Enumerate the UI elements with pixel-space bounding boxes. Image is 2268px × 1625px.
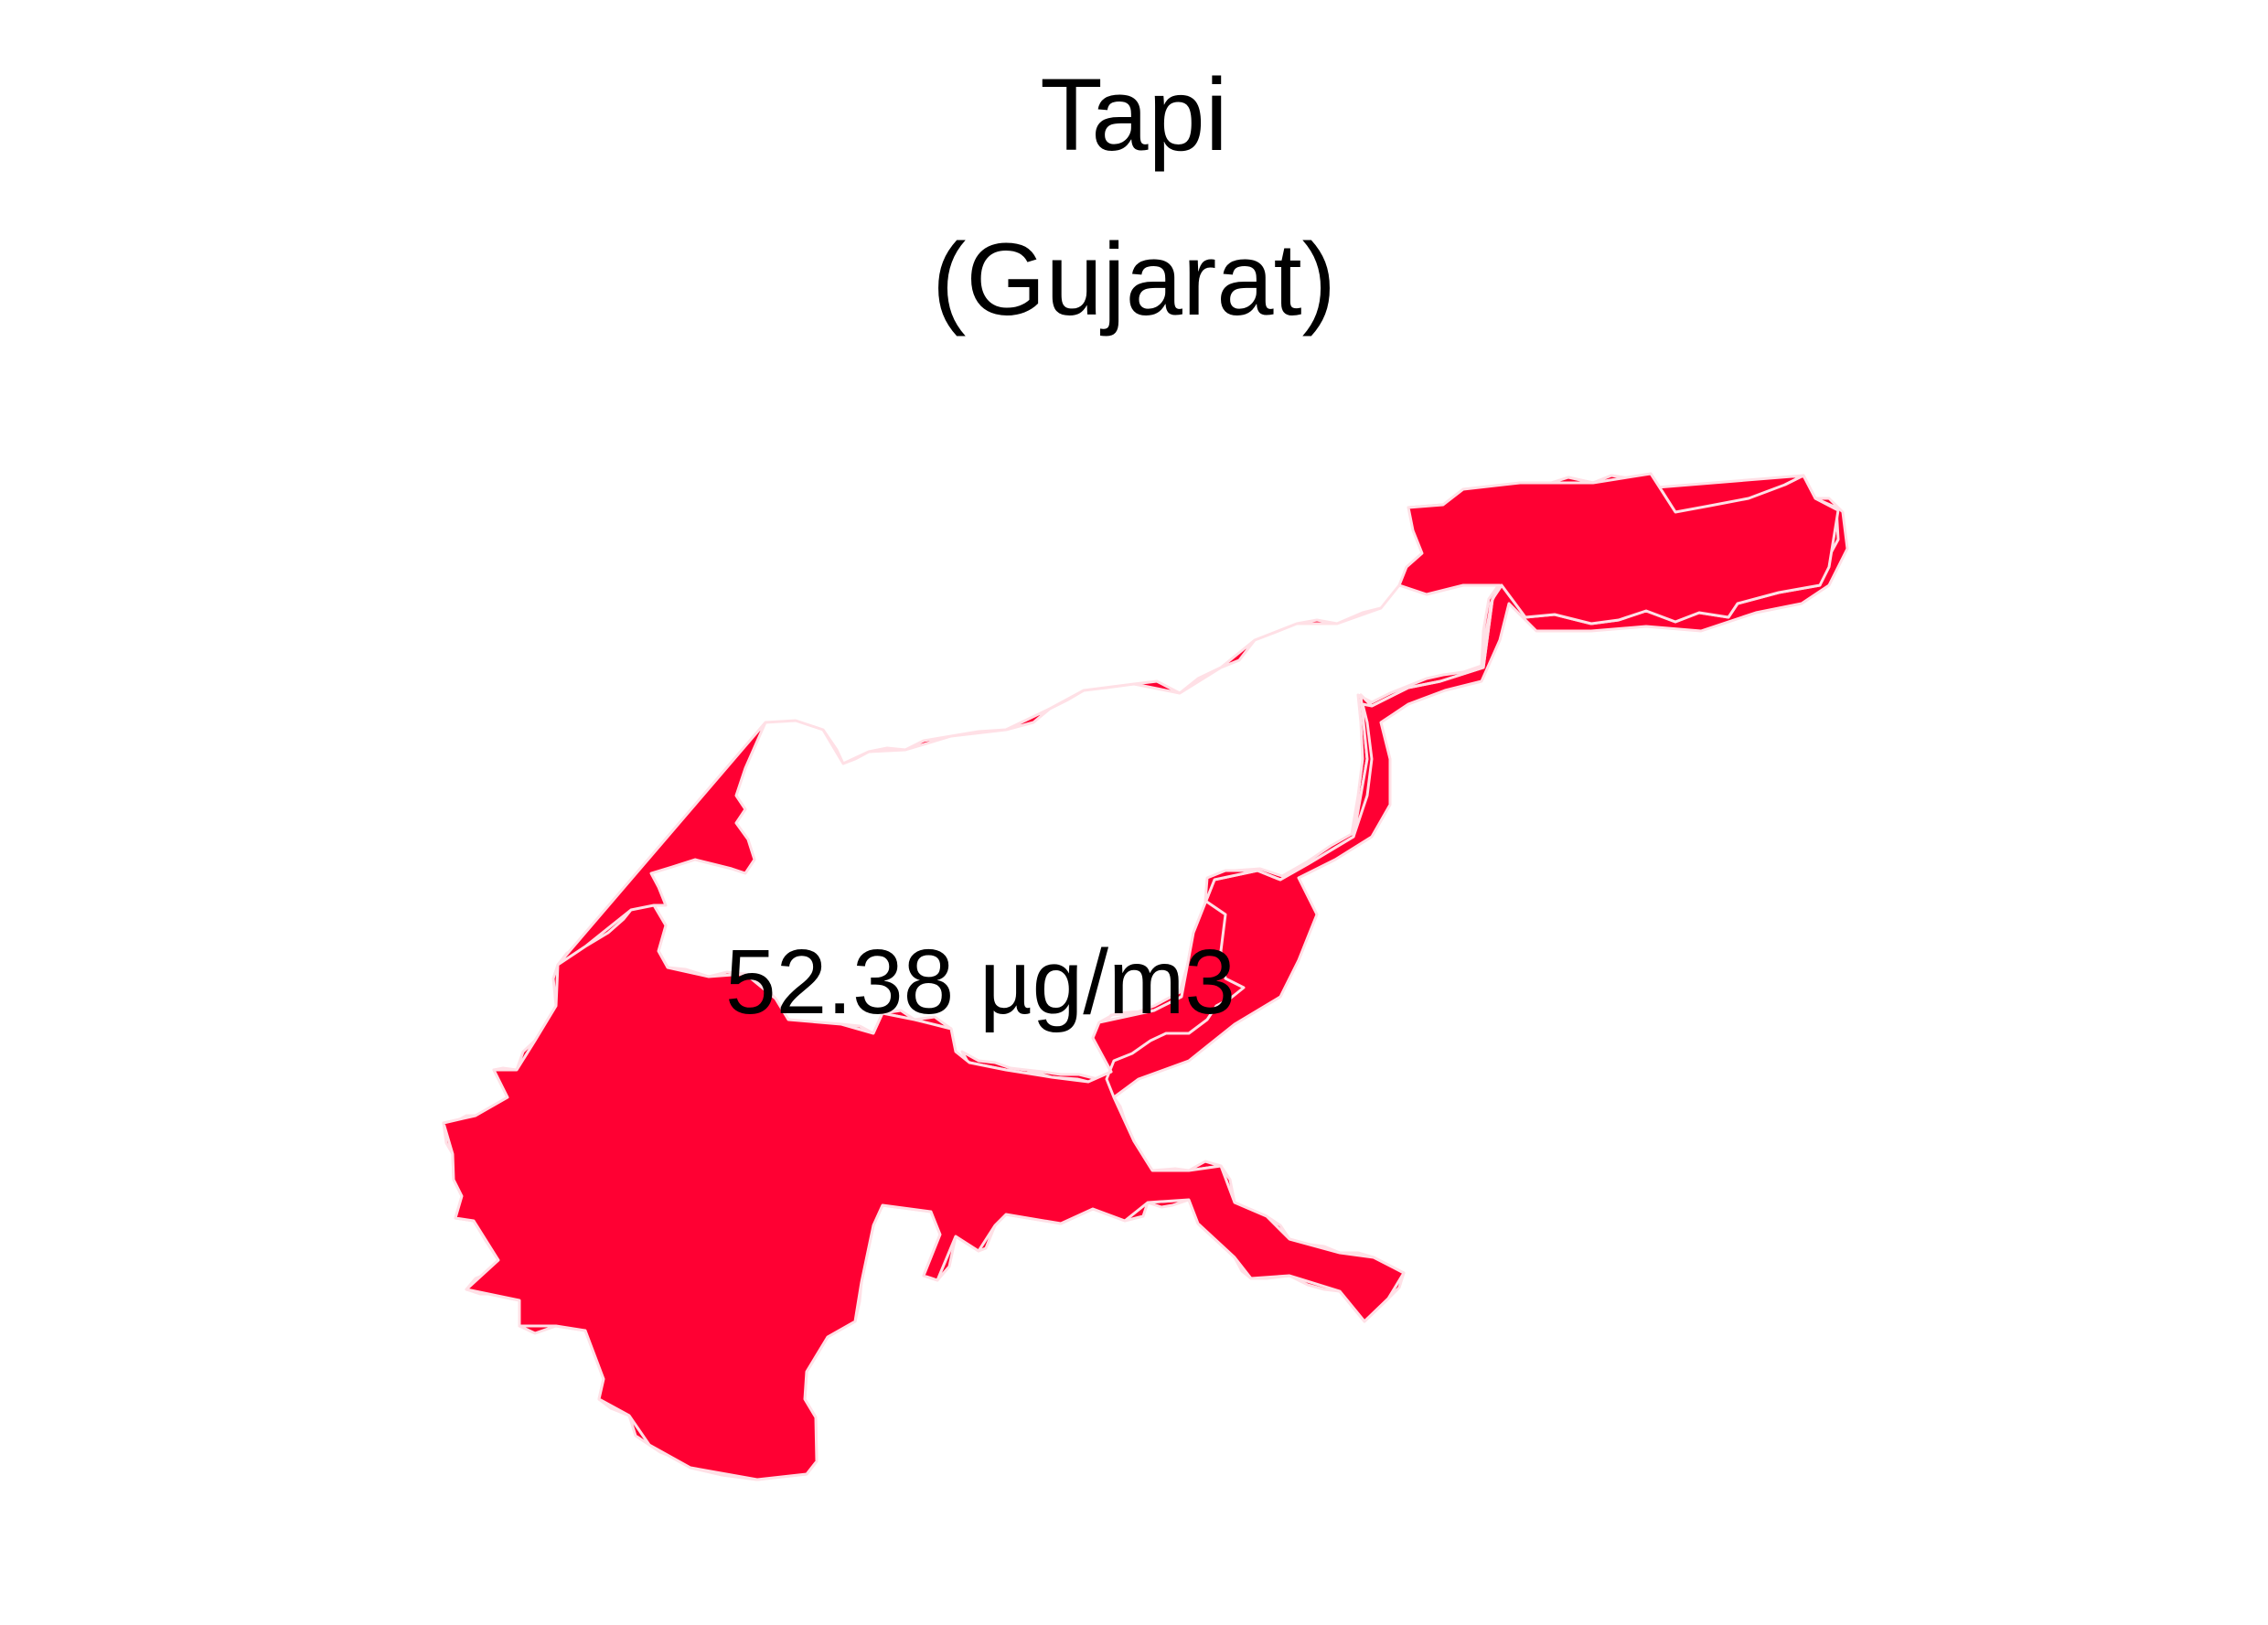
map-title-district: Tapi	[1040, 58, 1228, 172]
map-title-state: (Gujarat)	[932, 222, 1336, 337]
district-value-label: 52.38 µg/m3	[725, 931, 1236, 1033]
district-shape-tapi-body	[442, 472, 1840, 1481]
